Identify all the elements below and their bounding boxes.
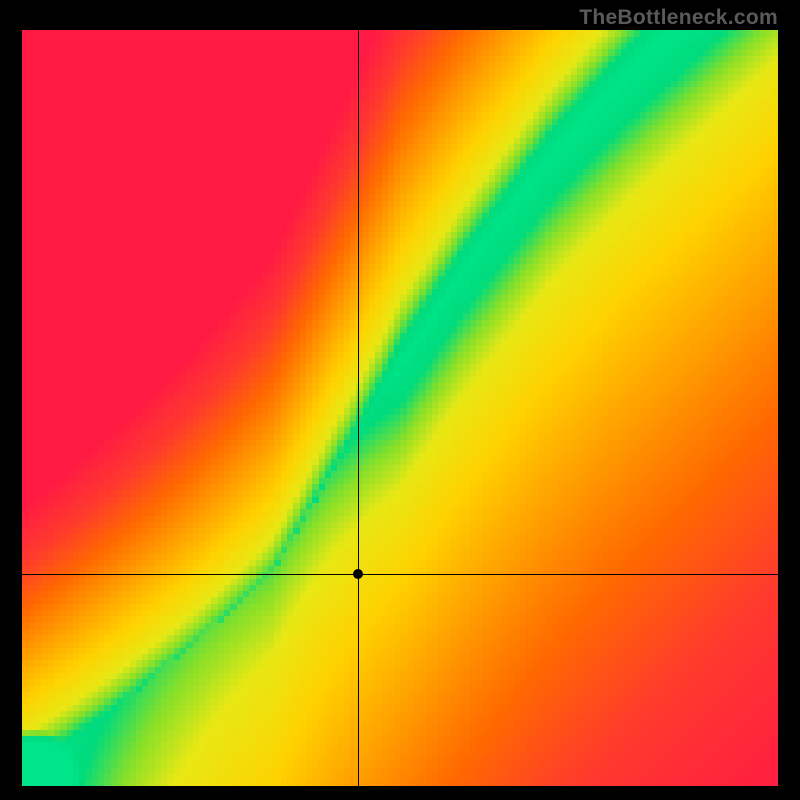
plot-area: [22, 30, 778, 786]
watermark-text: TheBottleneck.com: [579, 6, 778, 30]
crosshair-marker: [353, 569, 363, 579]
crosshair-vertical: [358, 30, 359, 786]
crosshair-horizontal: [22, 574, 778, 575]
chart-container: TheBottleneck.com: [0, 0, 800, 800]
heatmap-canvas: [22, 30, 778, 786]
